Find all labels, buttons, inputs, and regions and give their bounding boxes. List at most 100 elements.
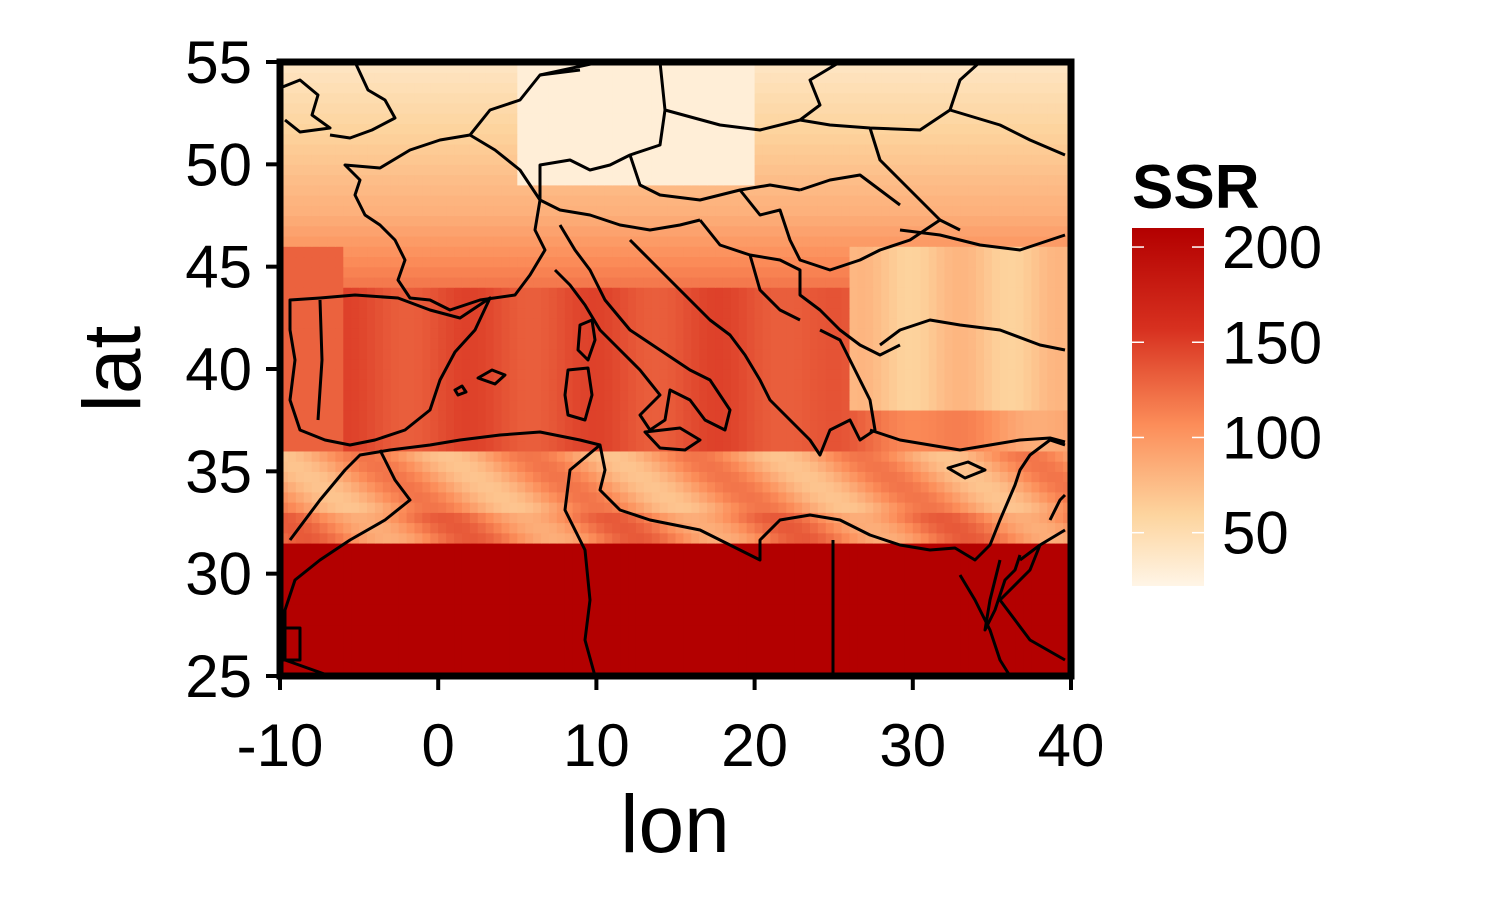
heatmap-cell	[983, 502, 993, 513]
heatmap-cell	[564, 573, 574, 585]
heatmap-cell	[1039, 174, 1048, 186]
heatmap-cell	[588, 440, 597, 452]
heatmap-cell	[351, 512, 360, 524]
heatmap-cell	[699, 358, 708, 370]
heatmap-cell	[667, 481, 677, 493]
heatmap-cell	[572, 225, 582, 237]
heatmap-cell	[485, 594, 495, 605]
heatmap-cell	[738, 461, 748, 472]
heatmap-cell	[1063, 174, 1071, 186]
heatmap-cell	[382, 399, 392, 411]
heatmap-cell	[960, 461, 969, 472]
heatmap-cell	[414, 583, 423, 595]
heatmap-cell	[359, 399, 368, 411]
heatmap-cell	[367, 399, 376, 411]
heatmap-cell	[469, 522, 479, 534]
heatmap-cell	[501, 604, 510, 616]
heatmap-cell	[382, 379, 392, 391]
heatmap-cell	[968, 532, 977, 544]
heatmap-cell	[833, 205, 843, 217]
heatmap-cell	[556, 369, 566, 380]
heatmap-cell	[865, 624, 874, 636]
heatmap-cell	[564, 583, 574, 595]
heatmap-cell	[430, 195, 439, 206]
heatmap-cell	[691, 379, 700, 391]
heatmap-cell	[952, 583, 961, 595]
heatmap-cell	[311, 246, 321, 258]
heatmap-cell	[525, 266, 534, 278]
heatmap-cell	[612, 573, 621, 585]
heatmap-cell	[659, 553, 669, 565]
heatmap-cell	[548, 195, 558, 206]
heatmap-cell	[983, 614, 993, 626]
heatmap-cell	[612, 369, 621, 380]
heatmap-cell	[390, 665, 400, 676]
heatmap-cell	[541, 409, 550, 421]
heatmap-cell	[952, 491, 961, 503]
heatmap-cell	[509, 184, 518, 196]
heatmap-cell	[778, 358, 787, 370]
heatmap-cell	[691, 563, 700, 575]
heatmap-cell	[382, 164, 392, 176]
heatmap-cell	[1055, 287, 1064, 298]
heatmap-cell	[311, 307, 321, 319]
heatmap-cell	[454, 379, 463, 391]
heatmap-cell	[572, 399, 582, 411]
heatmap-cell	[904, 164, 914, 176]
heatmap-cell	[841, 635, 851, 646]
heatmap-cell	[754, 420, 764, 431]
heatmap-cell	[920, 655, 930, 667]
heatmap-cell	[841, 287, 851, 298]
heatmap-cell	[730, 481, 740, 493]
heatmap-cell	[327, 430, 336, 442]
heatmap-cell	[319, 461, 329, 472]
heatmap-cell	[754, 317, 764, 329]
heatmap-cell	[833, 256, 843, 268]
heatmap-cell	[825, 491, 835, 503]
heatmap-cell	[991, 655, 1001, 667]
heatmap-cell	[1047, 420, 1056, 431]
heatmap-cell	[525, 594, 534, 605]
heatmap-cell	[715, 665, 724, 676]
heatmap-cell	[295, 430, 305, 442]
heatmap-cell	[533, 225, 542, 237]
heatmap-cell	[865, 317, 874, 329]
heatmap-cell	[667, 225, 677, 237]
heatmap-cell	[525, 665, 534, 676]
heatmap-cell	[904, 665, 914, 676]
heatmap-cell	[944, 256, 953, 268]
heatmap-cell	[667, 614, 677, 626]
heatmap-cell	[493, 409, 503, 421]
heatmap-cell	[715, 266, 724, 278]
heatmap-cell	[1007, 174, 1017, 186]
heatmap-cell	[683, 604, 692, 616]
heatmap-cell	[509, 583, 518, 595]
heatmap-cell	[280, 420, 289, 431]
heatmap-cell	[280, 358, 289, 370]
heatmap-cell	[406, 655, 416, 667]
heatmap-cell	[825, 542, 835, 554]
heatmap-cell	[802, 450, 811, 462]
heatmap-cell	[754, 225, 764, 237]
heatmap-cell	[382, 348, 392, 360]
heatmap-cell	[928, 256, 938, 268]
heatmap-cell	[1055, 317, 1064, 329]
heatmap-cell	[968, 542, 977, 554]
heatmap-cell	[722, 665, 732, 676]
heatmap-cell	[493, 635, 503, 646]
heatmap-cell	[715, 369, 724, 380]
heatmap-cell	[580, 481, 590, 493]
heatmap-cell	[430, 440, 439, 452]
heatmap-cell	[501, 256, 510, 268]
heatmap-cell	[509, 358, 518, 370]
heatmap-cell	[612, 614, 621, 626]
heatmap-cell	[667, 502, 677, 513]
heatmap-cell	[287, 256, 297, 268]
heatmap-cell	[889, 502, 898, 513]
heatmap-cell	[359, 645, 368, 657]
heatmap-cell	[628, 225, 637, 237]
heatmap-cell	[604, 399, 613, 411]
heatmap-cell	[343, 338, 352, 350]
heatmap-cell	[556, 184, 566, 196]
heatmap-cell	[976, 645, 985, 657]
